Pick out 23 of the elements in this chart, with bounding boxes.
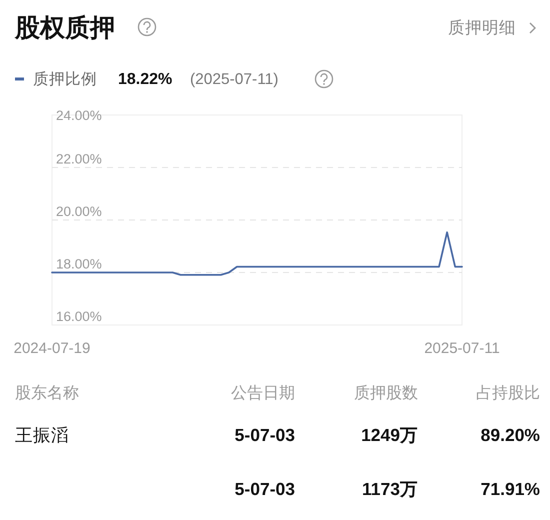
text: 王振滔 — [15, 425, 69, 445]
text: 股东名称 — [15, 384, 79, 402]
text: 18.22% — [118, 71, 172, 88]
text: 71.91% — [480, 479, 540, 499]
y-tick-label: 20.00% — [56, 204, 102, 219]
text: 公告日期 — [231, 384, 295, 402]
x-tick-label: 2025-07-11 — [424, 340, 500, 357]
y-tick-label: 24.00% — [56, 108, 102, 123]
y-tick-label: 16.00% — [56, 309, 102, 324]
text: 质押股数 — [354, 384, 418, 402]
text: 5-07-03 — [234, 479, 296, 499]
chart-title: 股权质押 — [14, 14, 115, 42]
text: 89.20% — [480, 425, 540, 445]
x-tick-label: 2024-07-19 — [14, 340, 90, 357]
text: (2025-07-11) — [190, 71, 278, 88]
text: 质押明细 — [448, 18, 516, 37]
text: 占持股比 — [476, 384, 540, 402]
y-tick-label: 18.00% — [56, 256, 102, 272]
text: 5-07-03 — [234, 425, 296, 445]
y-tick-label: 22.00% — [56, 152, 102, 166]
legend-label: 质押比例 — [33, 70, 97, 88]
text: 1249万 — [361, 425, 418, 445]
text: 1173万 — [362, 479, 418, 499]
